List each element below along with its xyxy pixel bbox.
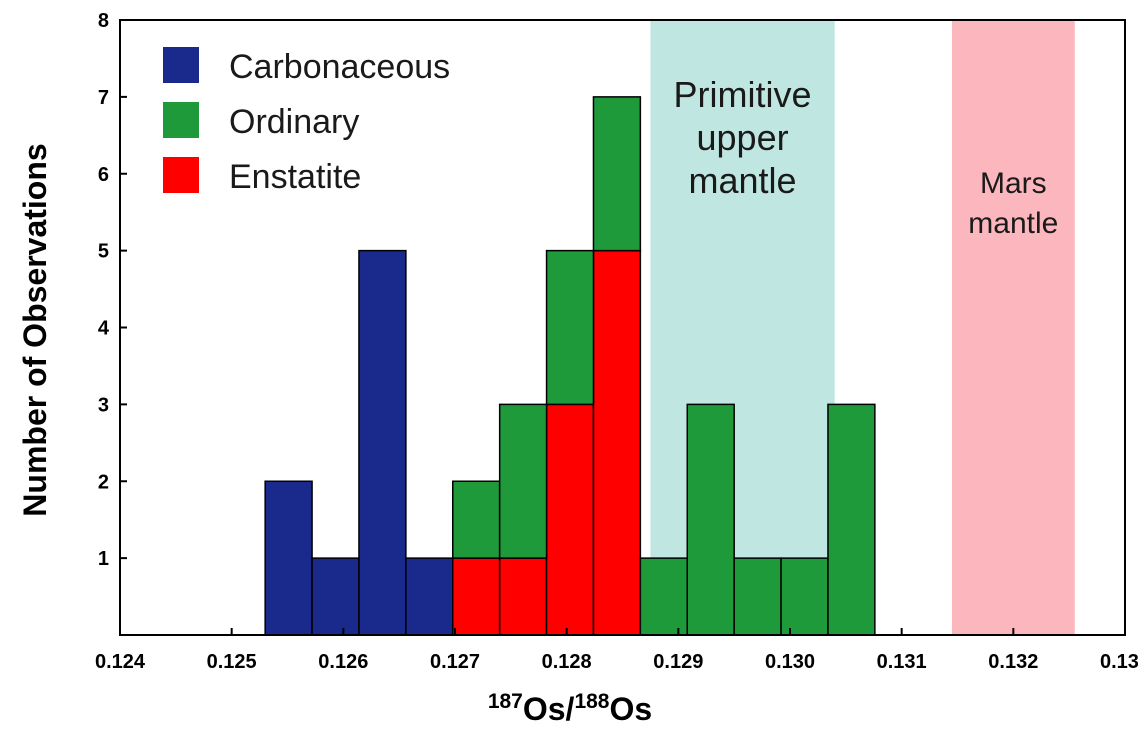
- region-label-line: upper: [697, 117, 789, 158]
- legend-swatch-carbonaceous: [163, 47, 199, 83]
- bar-ordinary: [498, 403, 548, 559]
- y-tick-label: 5: [98, 241, 109, 263]
- bar-ordinary: [639, 557, 689, 636]
- legend-label-enstatite: Enstatite: [229, 158, 361, 196]
- x-tick-label: 0.126: [318, 651, 368, 673]
- x-tick-label: 0.133: [1100, 651, 1138, 673]
- bar-carbonaceous: [311, 557, 360, 636]
- legend-swatch-ordinary: [163, 102, 199, 138]
- bar-ordinary: [733, 557, 782, 636]
- x-tick-label: 0.124: [95, 651, 146, 673]
- legend: Carbonaceous Ordinary Enstatite: [163, 47, 450, 196]
- bar-enstatite: [452, 557, 501, 636]
- legend-label-ordinary: Ordinary: [229, 103, 359, 141]
- bar-carbonaceous: [264, 480, 313, 636]
- region-label-primitive-upper-mantle: Primitive upper mantle: [674, 74, 812, 201]
- bar-ordinary: [686, 403, 735, 636]
- y-tick-label: 2: [98, 471, 109, 493]
- bar-ordinary: [780, 557, 829, 636]
- region-mars-mantle: [951, 20, 1075, 635]
- y-tick-label: 8: [98, 10, 109, 32]
- x-tick-label: 0.125: [207, 651, 257, 673]
- region-label-line: Mars: [980, 167, 1047, 200]
- bar-ordinary: [827, 403, 876, 636]
- legend-swatch-enstatite: [163, 157, 199, 193]
- x-tick-label: 0.128: [542, 651, 592, 673]
- y-tick-label: 7: [98, 87, 109, 109]
- region-label-line: mantle: [968, 207, 1058, 240]
- y-axis-ticks: 1 2 3 4 5 6 7 8: [98, 10, 127, 570]
- histogram-bars: [264, 96, 876, 636]
- bar-ordinary: [592, 96, 642, 252]
- bar-enstatite: [592, 249, 642, 636]
- x-axis-title-sup1: 187: [488, 690, 523, 713]
- x-axis-title-base1: Os/: [523, 691, 575, 727]
- region-label-line: Primitive: [674, 74, 812, 115]
- x-tick-label: 0.130: [765, 651, 815, 673]
- x-tick-label: 0.132: [988, 651, 1038, 673]
- bar-enstatite: [545, 403, 595, 636]
- bar-ordinary: [452, 480, 501, 559]
- x-axis-title-base2: Os: [609, 691, 652, 727]
- region-label-mars-mantle: Mars mantle: [968, 167, 1058, 240]
- bar-carbonaceous: [358, 249, 407, 636]
- region-primitive-upper-mantle: [650, 20, 835, 635]
- y-axis-title: Number of Observations: [17, 143, 53, 516]
- bar-enstatite: [498, 557, 548, 636]
- y-tick-label: 6: [98, 164, 109, 186]
- region-label-line: mantle: [689, 160, 797, 201]
- y-tick-label: 4: [98, 318, 110, 340]
- x-tick-label: 0.127: [430, 651, 480, 673]
- x-tick-label: 0.131: [877, 651, 927, 673]
- y-tick-label: 1: [98, 548, 109, 570]
- bar-carbonaceous: [405, 557, 454, 636]
- y-tick-label: 3: [98, 394, 109, 416]
- x-axis-title: 187Os/188Os: [488, 690, 652, 727]
- reference-regions: Primitive upper mantle Mars mantle: [650, 20, 1075, 635]
- x-tick-label: 0.129: [653, 651, 703, 673]
- x-axis-ticks: 0.124 0.125 0.126 0.127 0.128 0.129 0.130 0.131…: [95, 628, 1138, 673]
- bar-ordinary: [545, 249, 595, 406]
- legend-label-carbonaceous: Carbonaceous: [229, 48, 450, 86]
- x-axis-title-sup2: 188: [574, 690, 609, 713]
